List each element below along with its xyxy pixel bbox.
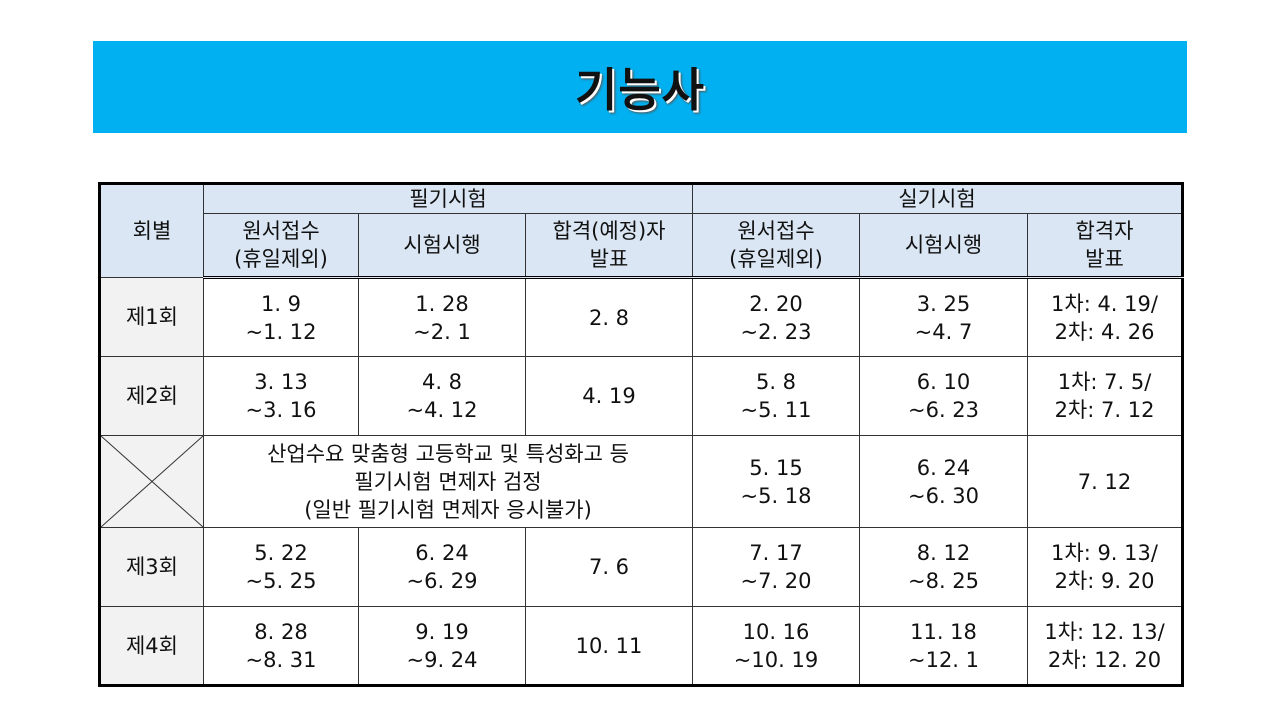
header-practical-date: 시험시행 [859, 213, 1028, 279]
cell: 11. 18 ~12. 1 [859, 606, 1028, 686]
table-row: 산업수요 맞춤형 고등학교 및 특성화고 등 필기시험 면제자 검정 (일반 필기시… [99, 435, 1183, 528]
cell: 9. 19 ~9. 24 [358, 606, 526, 686]
cell: 6. 10 ~6. 23 [859, 356, 1028, 436]
header-written-date: 시험시행 [358, 213, 526, 279]
cell: 1차: 12. 13/2차: 12. 20 [1027, 606, 1183, 686]
cell: 5. 8 ~5. 11 [692, 356, 860, 436]
cell: 5. 15 ~5. 18 [692, 435, 860, 528]
cell: 2. 20 ~2. 23 [692, 277, 860, 357]
cell: 6. 24 ~6. 30 [859, 435, 1028, 528]
header-round: 회별 [99, 183, 204, 278]
round-label: 제1회 [99, 277, 204, 357]
cell: 10. 16 ~10. 19 [692, 606, 860, 686]
header-written-exam: 필기시험 [203, 183, 693, 214]
cell: 4. 19 [525, 356, 693, 436]
header-practical-apply: 원서접수 (휴일제외) [692, 213, 860, 279]
round-label: 제4회 [99, 606, 204, 686]
cell: 1차: 7. 5/2차: 7. 12 [1027, 356, 1183, 436]
cross-mark-icon [101, 436, 203, 527]
round-label: 제3회 [99, 527, 204, 607]
header-written-apply: 원서접수 (휴일제외) [203, 213, 359, 279]
cell: 8. 28 ~8. 31 [203, 606, 359, 686]
exam-schedule-table: 회별 필기시험 실기시험 원서접수 (휴일제외) 시험시행 합격(예정)자 발표 원… [98, 182, 1184, 687]
crossed-cell [99, 435, 204, 528]
title-banner: 기능사 [93, 41, 1187, 133]
cell: 2. 8 [525, 277, 693, 357]
exemption-note: 산업수요 맞춤형 고등학교 및 특성화고 등 필기시험 면제자 검정 (일반 필기시… [203, 435, 693, 528]
cell: 1차: 4. 19/2차: 4. 26 [1027, 277, 1183, 357]
table-row: 제2회 3. 13 ~3. 16 4. 8 ~4. 12 4. 19 5. 8 ~5.… [99, 356, 1183, 436]
table-row: 제1회 1. 9 ~1. 12 1. 28 ~2. 1 2. 8 2. 20 ~2. … [99, 277, 1183, 357]
cell: 7. 17 ~7. 20 [692, 527, 860, 607]
header-practical-exam: 실기시험 [692, 183, 1183, 214]
cell: 1. 28 ~2. 1 [358, 277, 526, 357]
cell: 6. 24 ~6. 29 [358, 527, 526, 607]
cell: 4. 8 ~4. 12 [358, 356, 526, 436]
cell: 5. 22 ~5. 25 [203, 527, 359, 607]
cell: 7. 6 [525, 527, 693, 607]
cell: 7. 12 [1027, 435, 1183, 528]
cell: 3. 13 ~3. 16 [203, 356, 359, 436]
cell: 8. 12 ~8. 25 [859, 527, 1028, 607]
header-written-result: 합격(예정)자 발표 [525, 213, 693, 279]
cell: 1차: 9. 13/2차: 9. 20 [1027, 527, 1183, 607]
table-row: 제4회 8. 28 ~8. 31 9. 19 ~9. 24 10. 11 10. 1… [99, 606, 1183, 686]
table-row: 제3회 5. 22 ~5. 25 6. 24 ~6. 29 7. 6 7. 17 ~7… [99, 527, 1183, 607]
cell: 3. 25 ~4. 7 [859, 277, 1028, 357]
cell: 10. 11 [525, 606, 693, 686]
cell: 1. 9 ~1. 12 [203, 277, 359, 357]
round-label: 제2회 [99, 356, 204, 436]
header-practical-result: 합격자 발표 [1027, 213, 1183, 279]
page-title: 기능사 [575, 63, 705, 117]
